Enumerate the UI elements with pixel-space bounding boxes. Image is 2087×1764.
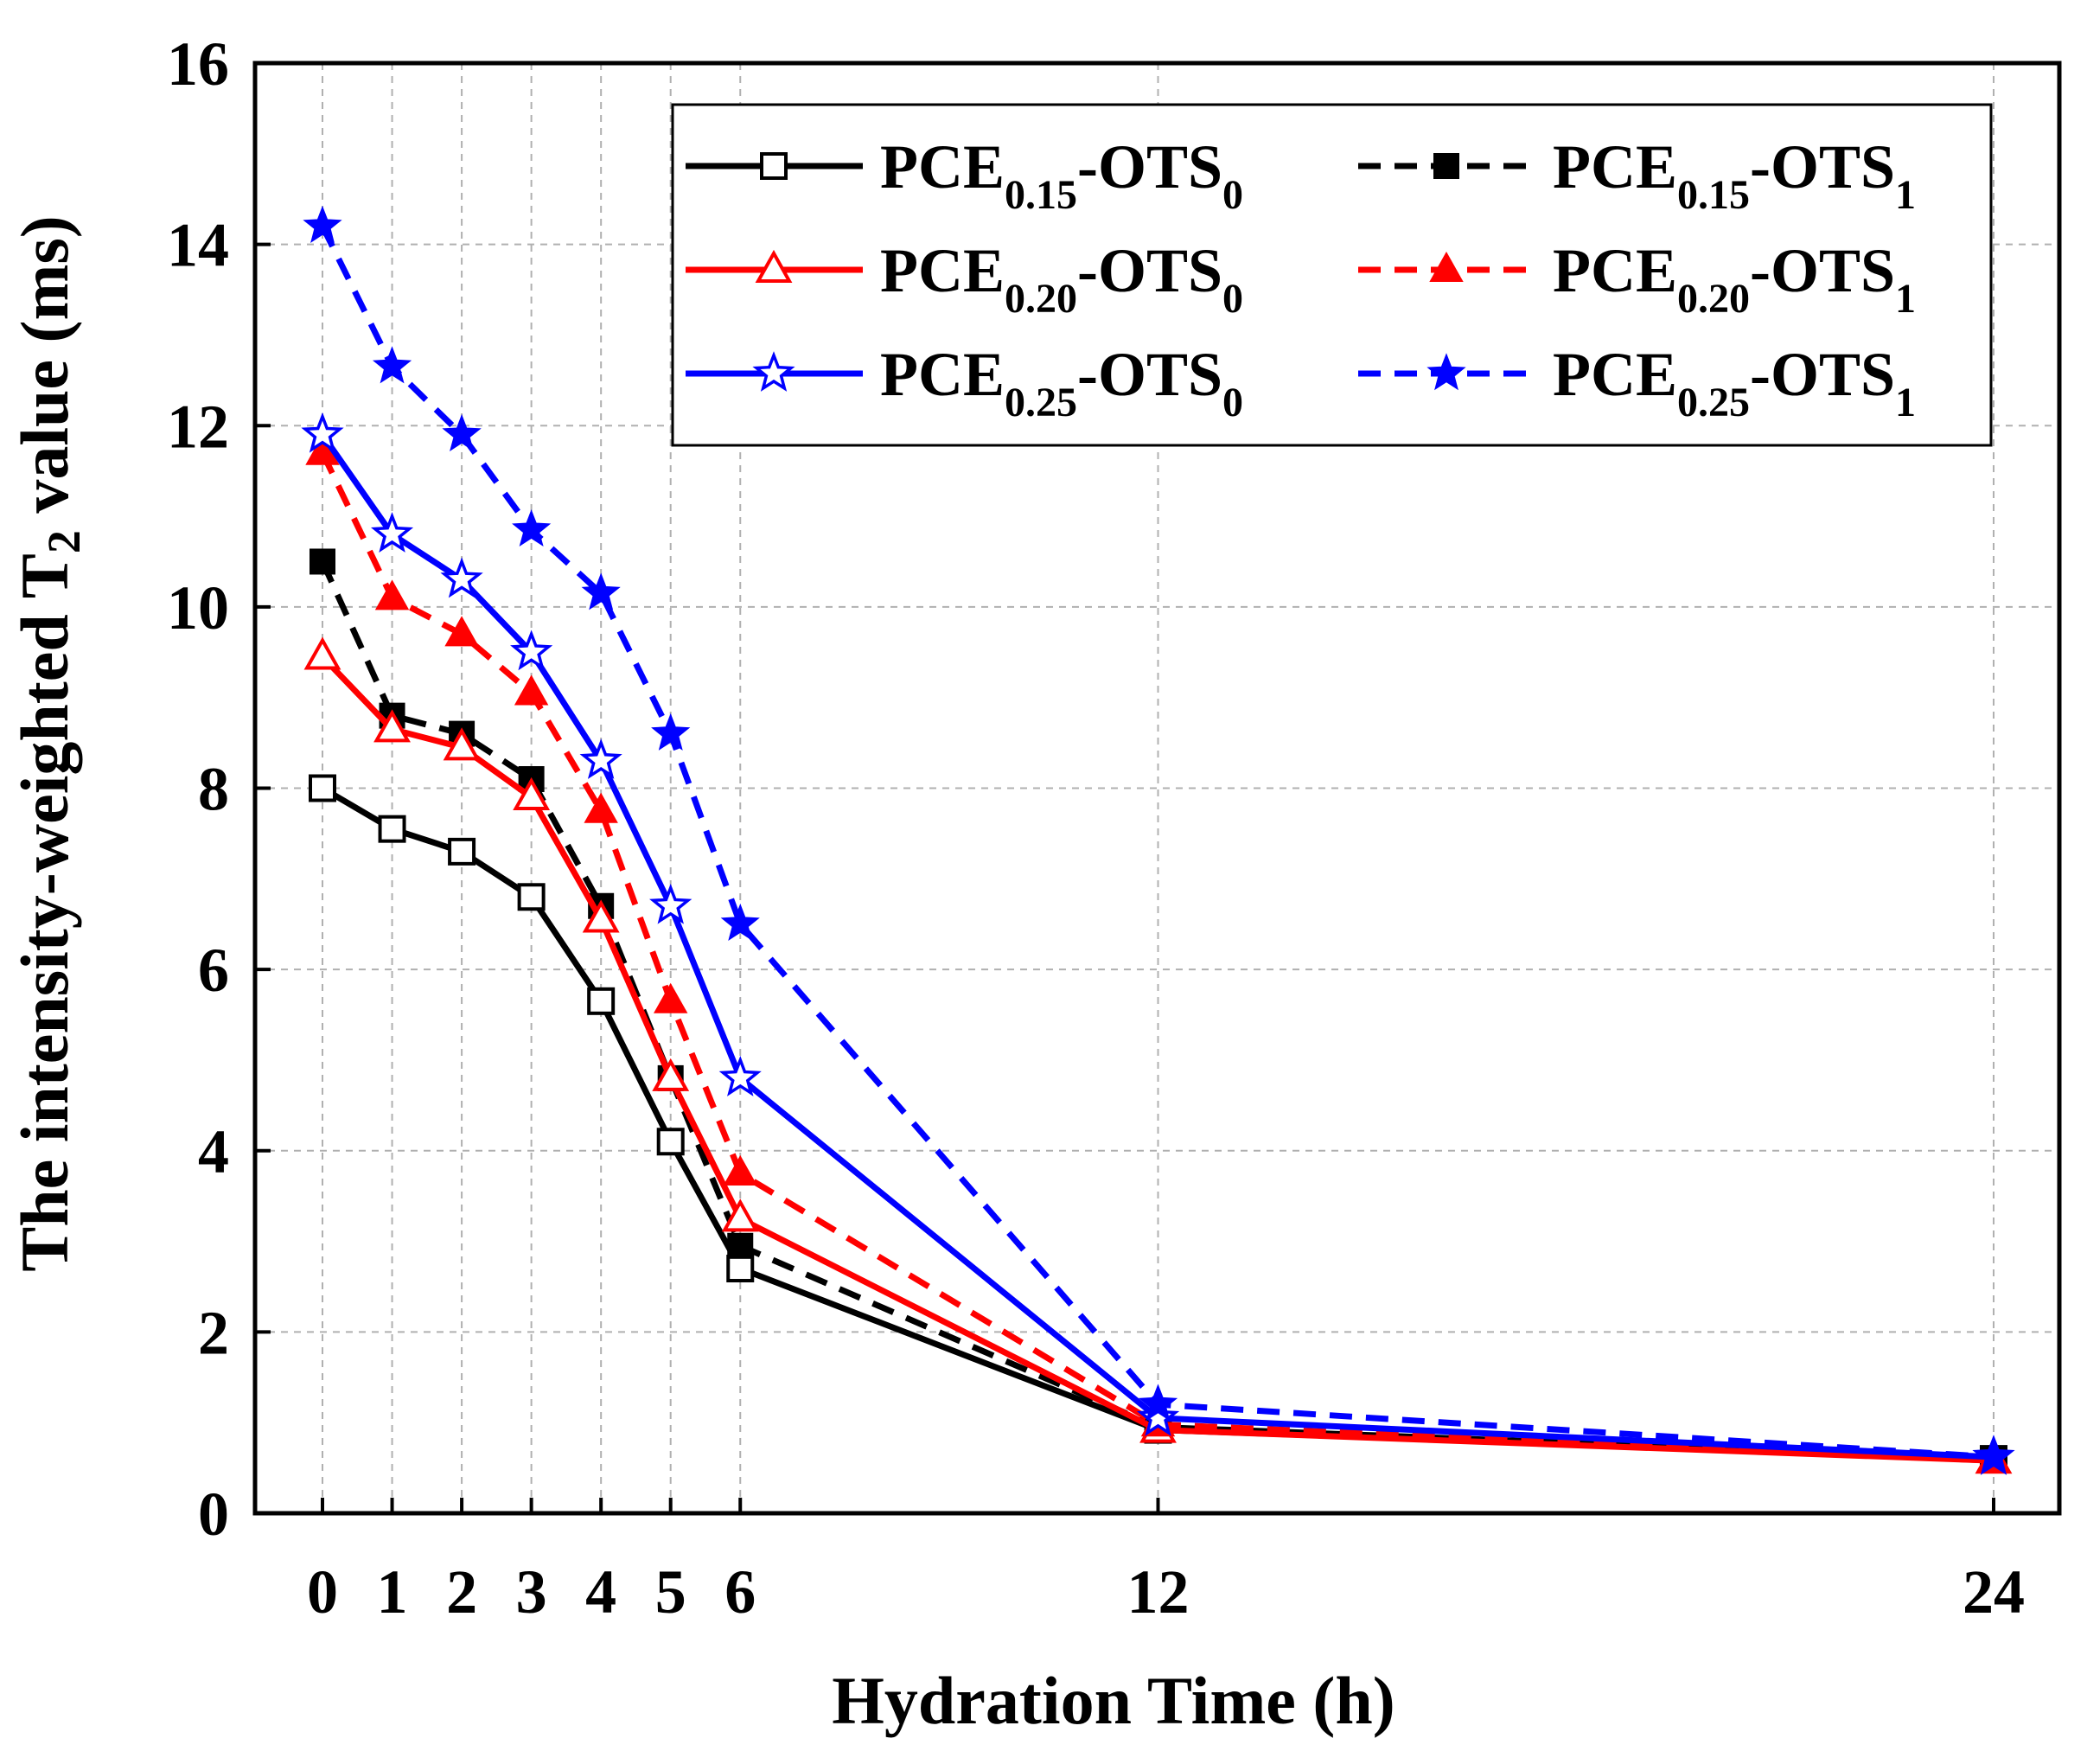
data-point [726, 1255, 755, 1283]
data-point [1136, 1396, 1180, 1436]
data-point [723, 1154, 757, 1186]
data-point [1138, 1384, 1178, 1422]
legend-label: PCE0.25-OTS0 [880, 340, 1243, 425]
legend-label: PCE0.25-OTS1 [1553, 340, 1916, 425]
x-tick-label: 24 [1963, 1557, 2025, 1627]
data-point [727, 1232, 754, 1259]
data-point [309, 774, 336, 802]
data-point [442, 413, 482, 451]
data-point [656, 1128, 685, 1156]
x-tick-label: 12 [1127, 1557, 1190, 1627]
data-point [440, 557, 483, 598]
data-point [587, 987, 616, 1015]
y-axis-title-rest: value (ms) [7, 215, 82, 530]
y-tick-label: 8 [198, 755, 229, 824]
y-tick-label: 4 [198, 1117, 229, 1186]
data-point [582, 899, 620, 933]
series-layer [301, 205, 2015, 1475]
x-tick-label: 0 [307, 1557, 338, 1627]
legend: PCE0.15-OTS0 PCE0.15-OTS1 PCE0.20-OTS0 PCE0… [671, 103, 1993, 447]
data-point [721, 1198, 759, 1232]
legend-item: PCE0.20-OTS1 [1358, 236, 1916, 322]
data-point [448, 837, 476, 866]
legend-item: PCE0.20-OTS0 [686, 236, 1243, 322]
data-point [653, 982, 688, 1013]
legend-marker [1433, 153, 1459, 179]
series-line [319, 560, 1994, 1462]
legend-label: PCE0.15-OTS1 [1553, 132, 1916, 218]
y-tick-label: 14 [167, 211, 229, 280]
x-tick-label: 2 [446, 1557, 477, 1627]
data-point [443, 727, 481, 761]
legend-marker [755, 249, 793, 283]
y-tick-label: 16 [167, 29, 229, 99]
data-point [584, 792, 618, 823]
data-point [303, 636, 341, 670]
data-point [372, 346, 412, 384]
series-PCE0.15-OTS0 [309, 774, 2007, 1473]
data-point [303, 205, 342, 243]
legend-item: PCE0.15-OTS0 [686, 132, 1243, 218]
legend-label: PCE0.15-OTS0 [880, 132, 1243, 218]
data-point [513, 777, 551, 810]
legend-marker [752, 351, 795, 392]
series-line [319, 225, 1994, 1460]
legend-label: PCE0.20-OTS0 [880, 236, 1243, 322]
data-point [581, 572, 621, 610]
x-tick-label: 1 [377, 1557, 408, 1627]
legend-item: PCE0.15-OTS1 [1358, 132, 1916, 218]
axis-ticks [255, 61, 1995, 1515]
series-PCE0.25-OTS1 [303, 205, 2014, 1474]
series-line [319, 451, 1994, 1464]
y-tick-label: 0 [198, 1480, 229, 1549]
x-axis-title: Hydration Time (h) [832, 1663, 1395, 1738]
x-tick-label: 5 [655, 1557, 686, 1627]
data-point [718, 1056, 762, 1096]
data-point [370, 512, 414, 553]
legend-marker [760, 152, 788, 180]
data-point [378, 815, 406, 843]
data-point [301, 412, 344, 453]
data-point [579, 738, 622, 779]
data-point [649, 883, 692, 924]
data-point [512, 509, 552, 547]
data-point [510, 630, 553, 671]
legend-marker [1429, 251, 1464, 282]
legend-item: PCE0.25-OTS1 [1358, 340, 1916, 425]
x-tick-label: 3 [516, 1557, 547, 1627]
data-point [651, 713, 691, 751]
data-point [310, 548, 335, 575]
data-point [720, 903, 760, 941]
data-point [652, 1058, 690, 1091]
data-point [517, 883, 546, 911]
data-point [514, 674, 549, 706]
y-tick-label: 10 [167, 573, 229, 642]
y-tick-label: 6 [198, 936, 229, 1005]
data-point [444, 616, 479, 647]
y-axis-title-subscript: 2 [38, 530, 90, 553]
y-tick-label: 2 [198, 1298, 229, 1367]
data-point [373, 709, 411, 743]
data-point [374, 579, 410, 610]
y-axis-title: The intensity-weighted T2 value (ms) [7, 215, 90, 1272]
y-tick-label: 12 [167, 392, 229, 461]
x-tick-label: 6 [724, 1557, 756, 1627]
x-tick-label: 4 [585, 1557, 616, 1627]
y-axis-title-main: The intensity-weighted T [7, 553, 82, 1272]
data-point [1974, 1436, 2014, 1474]
legend-label: PCE0.20-OTS1 [1553, 236, 1916, 322]
legend-marker [1426, 353, 1466, 391]
legend-box [671, 103, 1993, 447]
legend-item: PCE0.25-OTS0 [686, 340, 1243, 425]
